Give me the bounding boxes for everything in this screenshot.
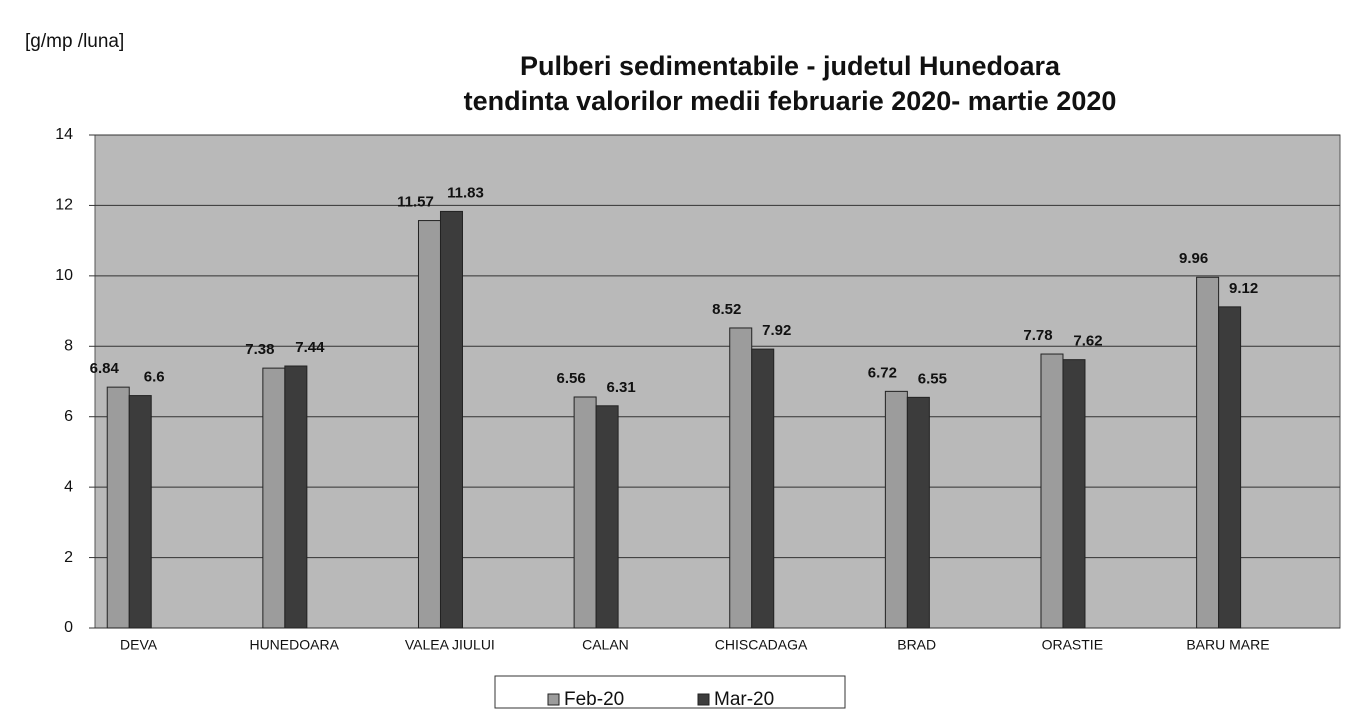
data-label: 11.57 (397, 194, 434, 211)
bar (417, 220, 441, 629)
x-tick-label: VALEA JIULUI (405, 637, 495, 653)
bar (573, 396, 597, 629)
data-label: 6.72 (868, 364, 897, 381)
bar (729, 327, 753, 629)
data-label: 9.96 (1179, 250, 1208, 267)
y-tick-label: 12 (55, 197, 73, 214)
data-label: 9.12 (1229, 280, 1258, 297)
y-tick-label: 2 (64, 549, 73, 566)
chart-title: Pulberi sedimentabile - judetul Hunedoar… (520, 51, 1061, 81)
data-label: 6.84 (90, 360, 120, 377)
x-tick-label: HUNEDOARA (249, 637, 339, 653)
bar (595, 405, 619, 629)
x-tick-label: DEVA (120, 637, 158, 653)
y-tick-label: 4 (64, 478, 73, 495)
legend-swatch (547, 693, 560, 706)
bar (262, 367, 286, 629)
data-label: 6.56 (557, 370, 586, 387)
legend-label: Feb-20 (564, 689, 624, 709)
bar (284, 365, 308, 629)
data-label: 11.83 (447, 184, 484, 201)
data-label: 7.78 (1023, 327, 1052, 344)
bar (439, 210, 463, 629)
legend-label: Mar-20 (714, 689, 774, 709)
data-label: 7.62 (1073, 333, 1102, 350)
bar (1040, 353, 1064, 629)
y-tick-label: 14 (55, 126, 73, 143)
data-label: 6.6 (144, 369, 165, 386)
x-tick-label: BRAD (897, 637, 936, 653)
bar (128, 395, 152, 629)
bar (106, 386, 130, 629)
data-label: 8.52 (712, 301, 741, 318)
y-tick-label: 6 (64, 408, 73, 425)
data-label: 6.55 (918, 370, 947, 387)
bar (884, 390, 908, 629)
bar (1218, 306, 1242, 629)
bar (906, 396, 930, 629)
data-label: 7.38 (245, 341, 274, 358)
chart-title: tendinta valorilor medii februarie 2020-… (464, 86, 1117, 116)
legend-swatch (697, 693, 710, 706)
x-tick-label: BARU MARE (1186, 637, 1269, 653)
x-tick-label: CALAN (582, 637, 629, 653)
x-tick-label: ORASTIE (1042, 637, 1103, 653)
y-tick-label: 10 (55, 267, 73, 284)
y-tick-label: 8 (64, 338, 73, 355)
y-axis-label: [g/mp /luna] (25, 31, 124, 52)
bar (751, 348, 775, 629)
data-label: 6.31 (607, 379, 636, 396)
data-label: 7.92 (762, 322, 791, 339)
bar (1062, 359, 1086, 629)
data-label: 7.44 (295, 339, 325, 356)
y-tick-label: 0 (64, 619, 73, 636)
x-tick-label: CHISCADAGA (715, 637, 808, 653)
bar (1196, 276, 1220, 629)
